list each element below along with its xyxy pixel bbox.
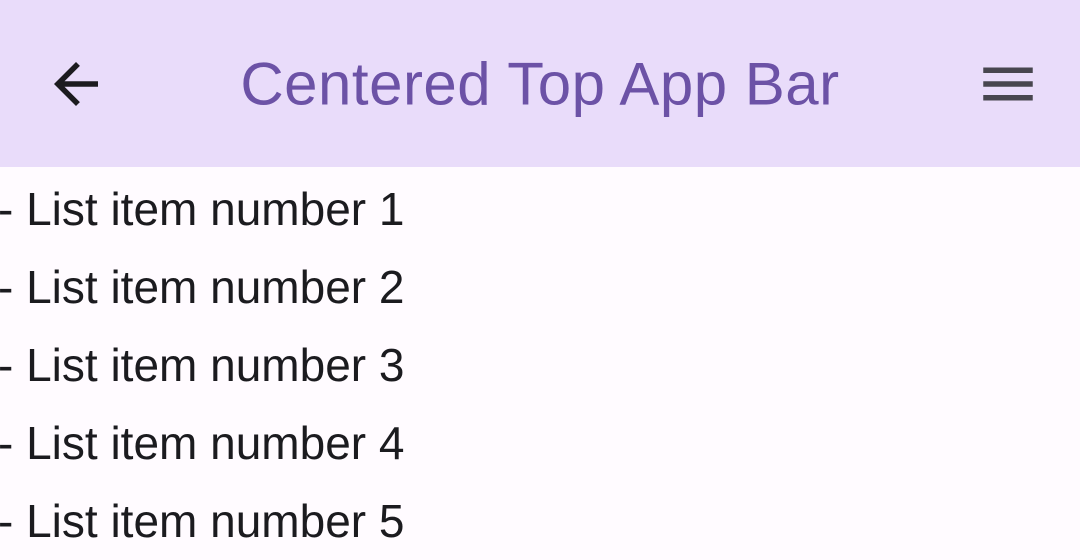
content-area: - List item number 1 - List item number …: [0, 167, 1080, 558]
list-item: - List item number 5: [0, 495, 405, 547]
back-button[interactable]: [43, 51, 109, 117]
top-app-bar: Centered Top App Bar: [0, 0, 1080, 167]
hamburger-menu-icon: [975, 51, 1041, 117]
app-bar-title: Centered Top App Bar: [240, 50, 840, 117]
arrow-back-icon: [43, 51, 109, 117]
list-item: - List item number 2: [0, 261, 405, 313]
menu-button[interactable]: [975, 51, 1041, 117]
list-item: - List item number 1: [0, 183, 405, 235]
item-list: - List item number 1 - List item number …: [0, 167, 1080, 560]
list-item: - List item number 3: [0, 339, 405, 391]
list-item: - List item number 4: [0, 417, 405, 469]
